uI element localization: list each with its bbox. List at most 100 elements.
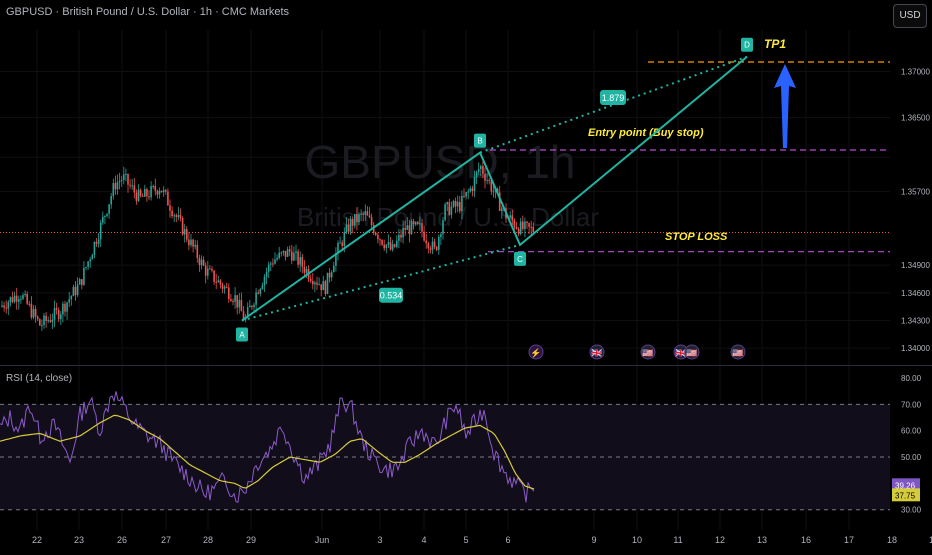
candle-body — [55, 308, 58, 310]
pattern-point-label: B — [477, 137, 482, 146]
candle-body — [181, 218, 184, 235]
price-tick-label: 1.34000 — [901, 344, 930, 353]
entry-annotation: Entry point (Buy stop) — [588, 127, 704, 139]
wedge-pattern-line[interactable] — [241, 55, 748, 322]
candle-body — [60, 314, 62, 320]
pattern-point-b[interactable] — [474, 133, 486, 148]
candle-body — [186, 229, 188, 240]
candle-body — [461, 195, 463, 212]
candle-body — [452, 201, 455, 207]
candle-body — [335, 253, 337, 266]
event-marker[interactable] — [640, 344, 656, 360]
candle-body — [431, 241, 434, 250]
candle-body — [368, 215, 371, 218]
candle-body — [89, 259, 91, 262]
candle-body — [194, 244, 196, 247]
candle-body — [339, 242, 341, 244]
candle-body — [116, 182, 119, 190]
candle-body — [249, 305, 251, 308]
candle-body — [246, 307, 249, 318]
candle-body — [265, 271, 268, 277]
candle-body — [286, 249, 289, 257]
candle-body — [169, 205, 171, 211]
candle-body — [87, 261, 89, 268]
event-marker[interactable] — [730, 344, 746, 360]
candle-body — [22, 295, 24, 299]
candle-body — [43, 315, 45, 326]
currency-button[interactable]: USD — [893, 4, 927, 28]
event-marker[interactable] — [589, 344, 605, 360]
event-marker[interactable] — [528, 344, 544, 360]
candle-body — [108, 204, 110, 214]
candle-body — [293, 252, 295, 261]
candle-body — [20, 298, 22, 300]
candle-body — [215, 281, 217, 283]
candle-body — [412, 221, 415, 225]
rsi-legend: RSI (14, close) — [6, 373, 73, 384]
candle-body — [91, 254, 94, 260]
candle-body — [337, 242, 339, 254]
ratio-cd-label: 1.879 — [602, 93, 625, 103]
candle-body — [202, 259, 205, 266]
candle-body — [496, 188, 499, 193]
candle-body — [196, 244, 199, 259]
ratio-badge-cd — [600, 90, 626, 105]
tp1-annotation: TP1 — [764, 37, 786, 51]
event-marker-glyph: 🇬🇧 — [675, 348, 686, 358]
candle-body — [148, 196, 150, 198]
candle-body — [165, 190, 167, 192]
candle-body — [351, 218, 354, 226]
time-tick-label: 6 — [505, 535, 510, 545]
pattern-point-a[interactable] — [236, 327, 248, 342]
candle-body — [471, 188, 474, 192]
rsi-value-tag — [892, 478, 920, 492]
event-marker-glyph: ⚡ — [530, 347, 541, 359]
candle-body — [72, 286, 75, 297]
candle-body — [301, 257, 304, 267]
candle-body — [110, 196, 112, 205]
candle-body — [127, 173, 129, 185]
candle-body — [345, 224, 348, 233]
target-arrow[interactable] — [774, 64, 796, 148]
candle-body — [211, 268, 213, 271]
candle-body — [299, 257, 301, 265]
candle-body — [32, 308, 35, 318]
price-axis-bg[interactable] — [890, 0, 932, 530]
candle-body — [144, 189, 146, 197]
pattern-point-d[interactable] — [741, 37, 753, 52]
candle-body — [120, 179, 123, 181]
candle-body — [423, 231, 425, 241]
candle-body — [444, 204, 446, 221]
event-marker[interactable] — [684, 344, 700, 360]
time-tick-label: 29 — [246, 535, 256, 545]
candle-body — [118, 180, 121, 183]
candle-body — [263, 276, 266, 286]
candle-body — [198, 258, 201, 265]
candle-body — [139, 189, 142, 196]
candle-body — [85, 267, 87, 269]
candle-body — [190, 239, 192, 246]
candle-body — [7, 302, 10, 309]
candle-body — [383, 244, 385, 249]
ac-dotted-line — [241, 243, 521, 322]
time-tick-label: 22 — [32, 535, 42, 545]
stop-loss-annotation: STOP LOSS — [665, 231, 728, 243]
candle-body — [284, 250, 287, 257]
pane-divider[interactable] — [0, 365, 932, 366]
pattern-point-c[interactable] — [514, 251, 526, 266]
candle-body — [93, 241, 96, 255]
candle-body — [11, 297, 14, 302]
candle-body — [179, 215, 182, 219]
candle-body — [528, 223, 530, 227]
watermark-name: British Pound / U.S. Dollar — [297, 202, 599, 232]
candle-body — [358, 214, 360, 223]
candle-body — [47, 320, 49, 322]
candle-body — [364, 211, 367, 215]
candle-body — [524, 221, 526, 229]
candle-body — [112, 183, 115, 197]
candle-body — [309, 278, 312, 282]
candle-body — [511, 215, 514, 221]
candle-body — [24, 293, 26, 296]
candle-body — [291, 251, 293, 261]
